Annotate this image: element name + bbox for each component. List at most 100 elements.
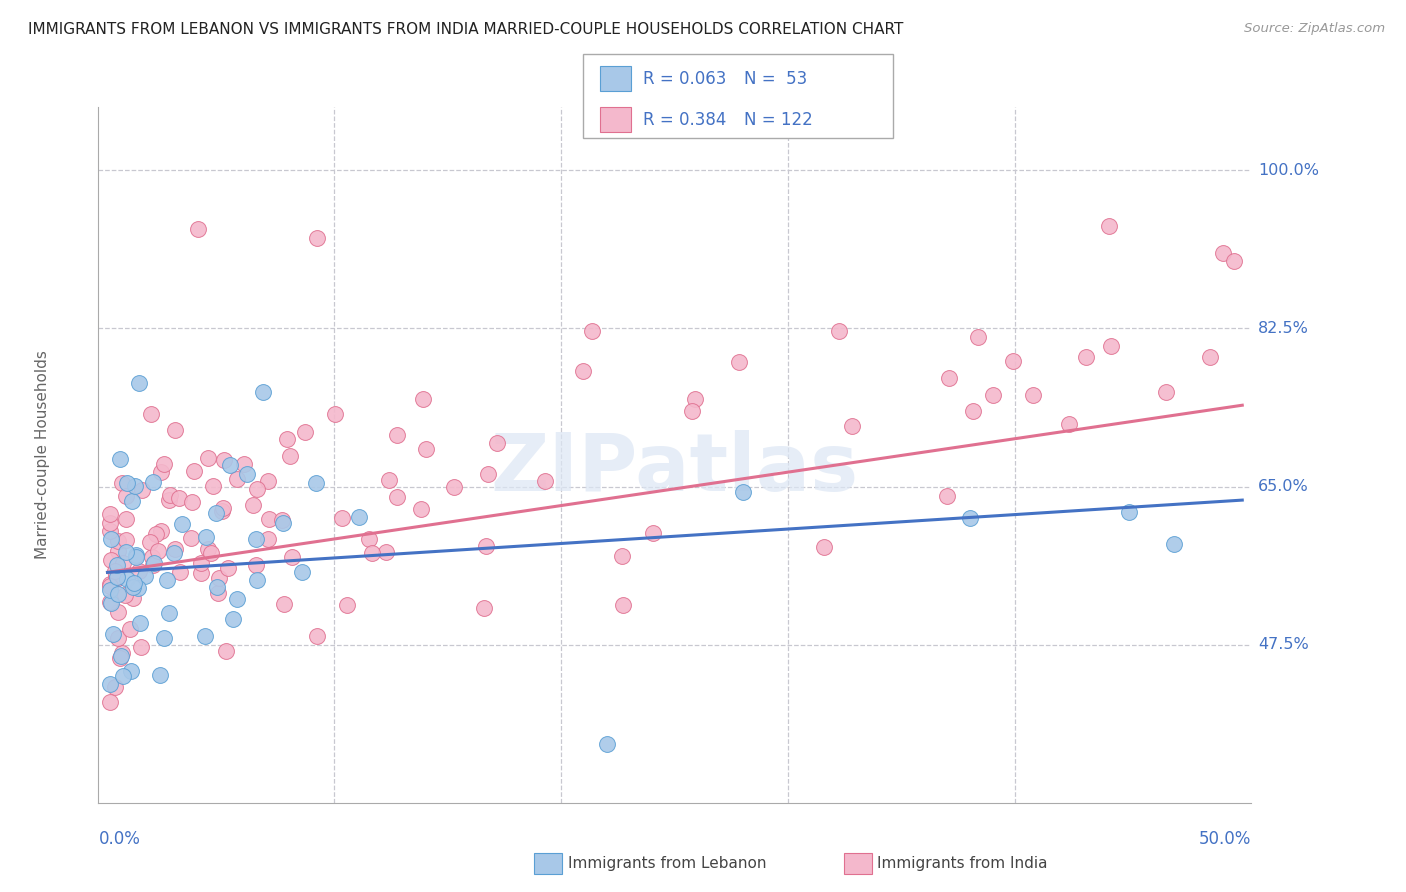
Text: Married-couple Households: Married-couple Households bbox=[35, 351, 49, 559]
Point bbox=[112, 556, 135, 570]
Point bbox=[245, 558, 267, 573]
Point bbox=[104, 570, 127, 584]
Point bbox=[256, 475, 278, 489]
Point bbox=[122, 576, 145, 591]
Point bbox=[936, 489, 959, 503]
Point bbox=[581, 324, 603, 338]
Point bbox=[165, 423, 187, 437]
Point bbox=[246, 482, 269, 496]
Point bbox=[967, 330, 990, 344]
Point bbox=[115, 545, 138, 559]
Point bbox=[215, 644, 238, 658]
Point bbox=[108, 651, 131, 665]
Point bbox=[104, 572, 127, 586]
Point bbox=[129, 640, 152, 654]
Point bbox=[115, 512, 138, 526]
Point bbox=[187, 222, 209, 236]
Point bbox=[107, 533, 129, 548]
Point bbox=[110, 648, 132, 663]
Point bbox=[146, 543, 169, 558]
Point bbox=[98, 579, 121, 593]
Point bbox=[374, 544, 396, 558]
Point bbox=[107, 544, 129, 558]
Point bbox=[281, 550, 304, 565]
Point bbox=[131, 483, 153, 497]
Point bbox=[100, 596, 122, 610]
Point bbox=[149, 465, 172, 479]
Point bbox=[323, 407, 346, 421]
Point bbox=[981, 388, 1004, 402]
Point bbox=[412, 392, 434, 406]
Point bbox=[205, 580, 228, 594]
Point bbox=[385, 428, 408, 442]
Point bbox=[245, 532, 267, 546]
Text: Immigrants from Lebanon: Immigrants from Lebanon bbox=[568, 856, 766, 871]
Text: 47.5%: 47.5% bbox=[1258, 637, 1309, 652]
Point bbox=[107, 587, 129, 601]
Point bbox=[194, 629, 217, 643]
Point bbox=[1163, 537, 1185, 551]
Point bbox=[190, 556, 212, 570]
Point bbox=[1223, 253, 1246, 268]
Point bbox=[139, 407, 162, 421]
Point bbox=[208, 571, 231, 585]
Point bbox=[683, 392, 706, 406]
Point bbox=[211, 500, 233, 515]
Point bbox=[409, 502, 432, 516]
Point bbox=[307, 231, 329, 245]
Point bbox=[180, 495, 202, 509]
Point bbox=[98, 577, 121, 591]
Point bbox=[142, 475, 165, 489]
Text: Source: ZipAtlas.com: Source: ZipAtlas.com bbox=[1244, 22, 1385, 36]
Point bbox=[232, 457, 254, 471]
Point bbox=[111, 476, 134, 491]
Point bbox=[98, 516, 121, 530]
Point bbox=[121, 493, 143, 508]
Point bbox=[485, 435, 508, 450]
Point bbox=[1212, 246, 1234, 260]
Point bbox=[114, 489, 136, 503]
Point bbox=[610, 549, 633, 564]
Point bbox=[169, 565, 191, 579]
Point bbox=[257, 512, 280, 526]
Point bbox=[180, 531, 202, 545]
Point bbox=[533, 474, 555, 488]
Point bbox=[385, 491, 408, 505]
Point bbox=[153, 458, 176, 472]
Point bbox=[378, 473, 401, 487]
Point bbox=[107, 605, 129, 619]
Point bbox=[1156, 384, 1178, 399]
Point bbox=[129, 615, 152, 630]
Point bbox=[142, 558, 165, 572]
Point bbox=[962, 404, 984, 418]
Point bbox=[98, 524, 121, 538]
Point bbox=[104, 564, 127, 578]
Point bbox=[336, 598, 359, 612]
Point bbox=[202, 479, 225, 493]
Point bbox=[115, 533, 138, 547]
Point bbox=[477, 467, 499, 482]
Point bbox=[98, 595, 121, 609]
Point bbox=[194, 530, 217, 544]
Point bbox=[211, 504, 233, 518]
Point bbox=[125, 548, 148, 562]
Point bbox=[226, 591, 249, 606]
Point bbox=[257, 532, 280, 546]
Point bbox=[1002, 353, 1025, 368]
Point bbox=[197, 542, 219, 557]
Text: N = 122: N = 122 bbox=[744, 111, 813, 128]
Point bbox=[841, 418, 863, 433]
Point bbox=[122, 591, 145, 605]
Text: 0.0%: 0.0% bbox=[98, 830, 141, 847]
Point bbox=[157, 493, 180, 508]
Point bbox=[1076, 350, 1098, 364]
Text: IMMIGRANTS FROM LEBANON VS IMMIGRANTS FROM INDIA MARRIED-COUPLE HOUSEHOLDS CORRE: IMMIGRANTS FROM LEBANON VS IMMIGRANTS FR… bbox=[28, 22, 904, 37]
Point bbox=[170, 517, 193, 532]
Point bbox=[612, 598, 634, 612]
Point bbox=[98, 507, 121, 521]
Point bbox=[111, 669, 134, 683]
Text: R = 0.063: R = 0.063 bbox=[643, 70, 725, 88]
Point bbox=[278, 450, 301, 464]
Point bbox=[145, 527, 167, 541]
Point bbox=[142, 557, 165, 571]
